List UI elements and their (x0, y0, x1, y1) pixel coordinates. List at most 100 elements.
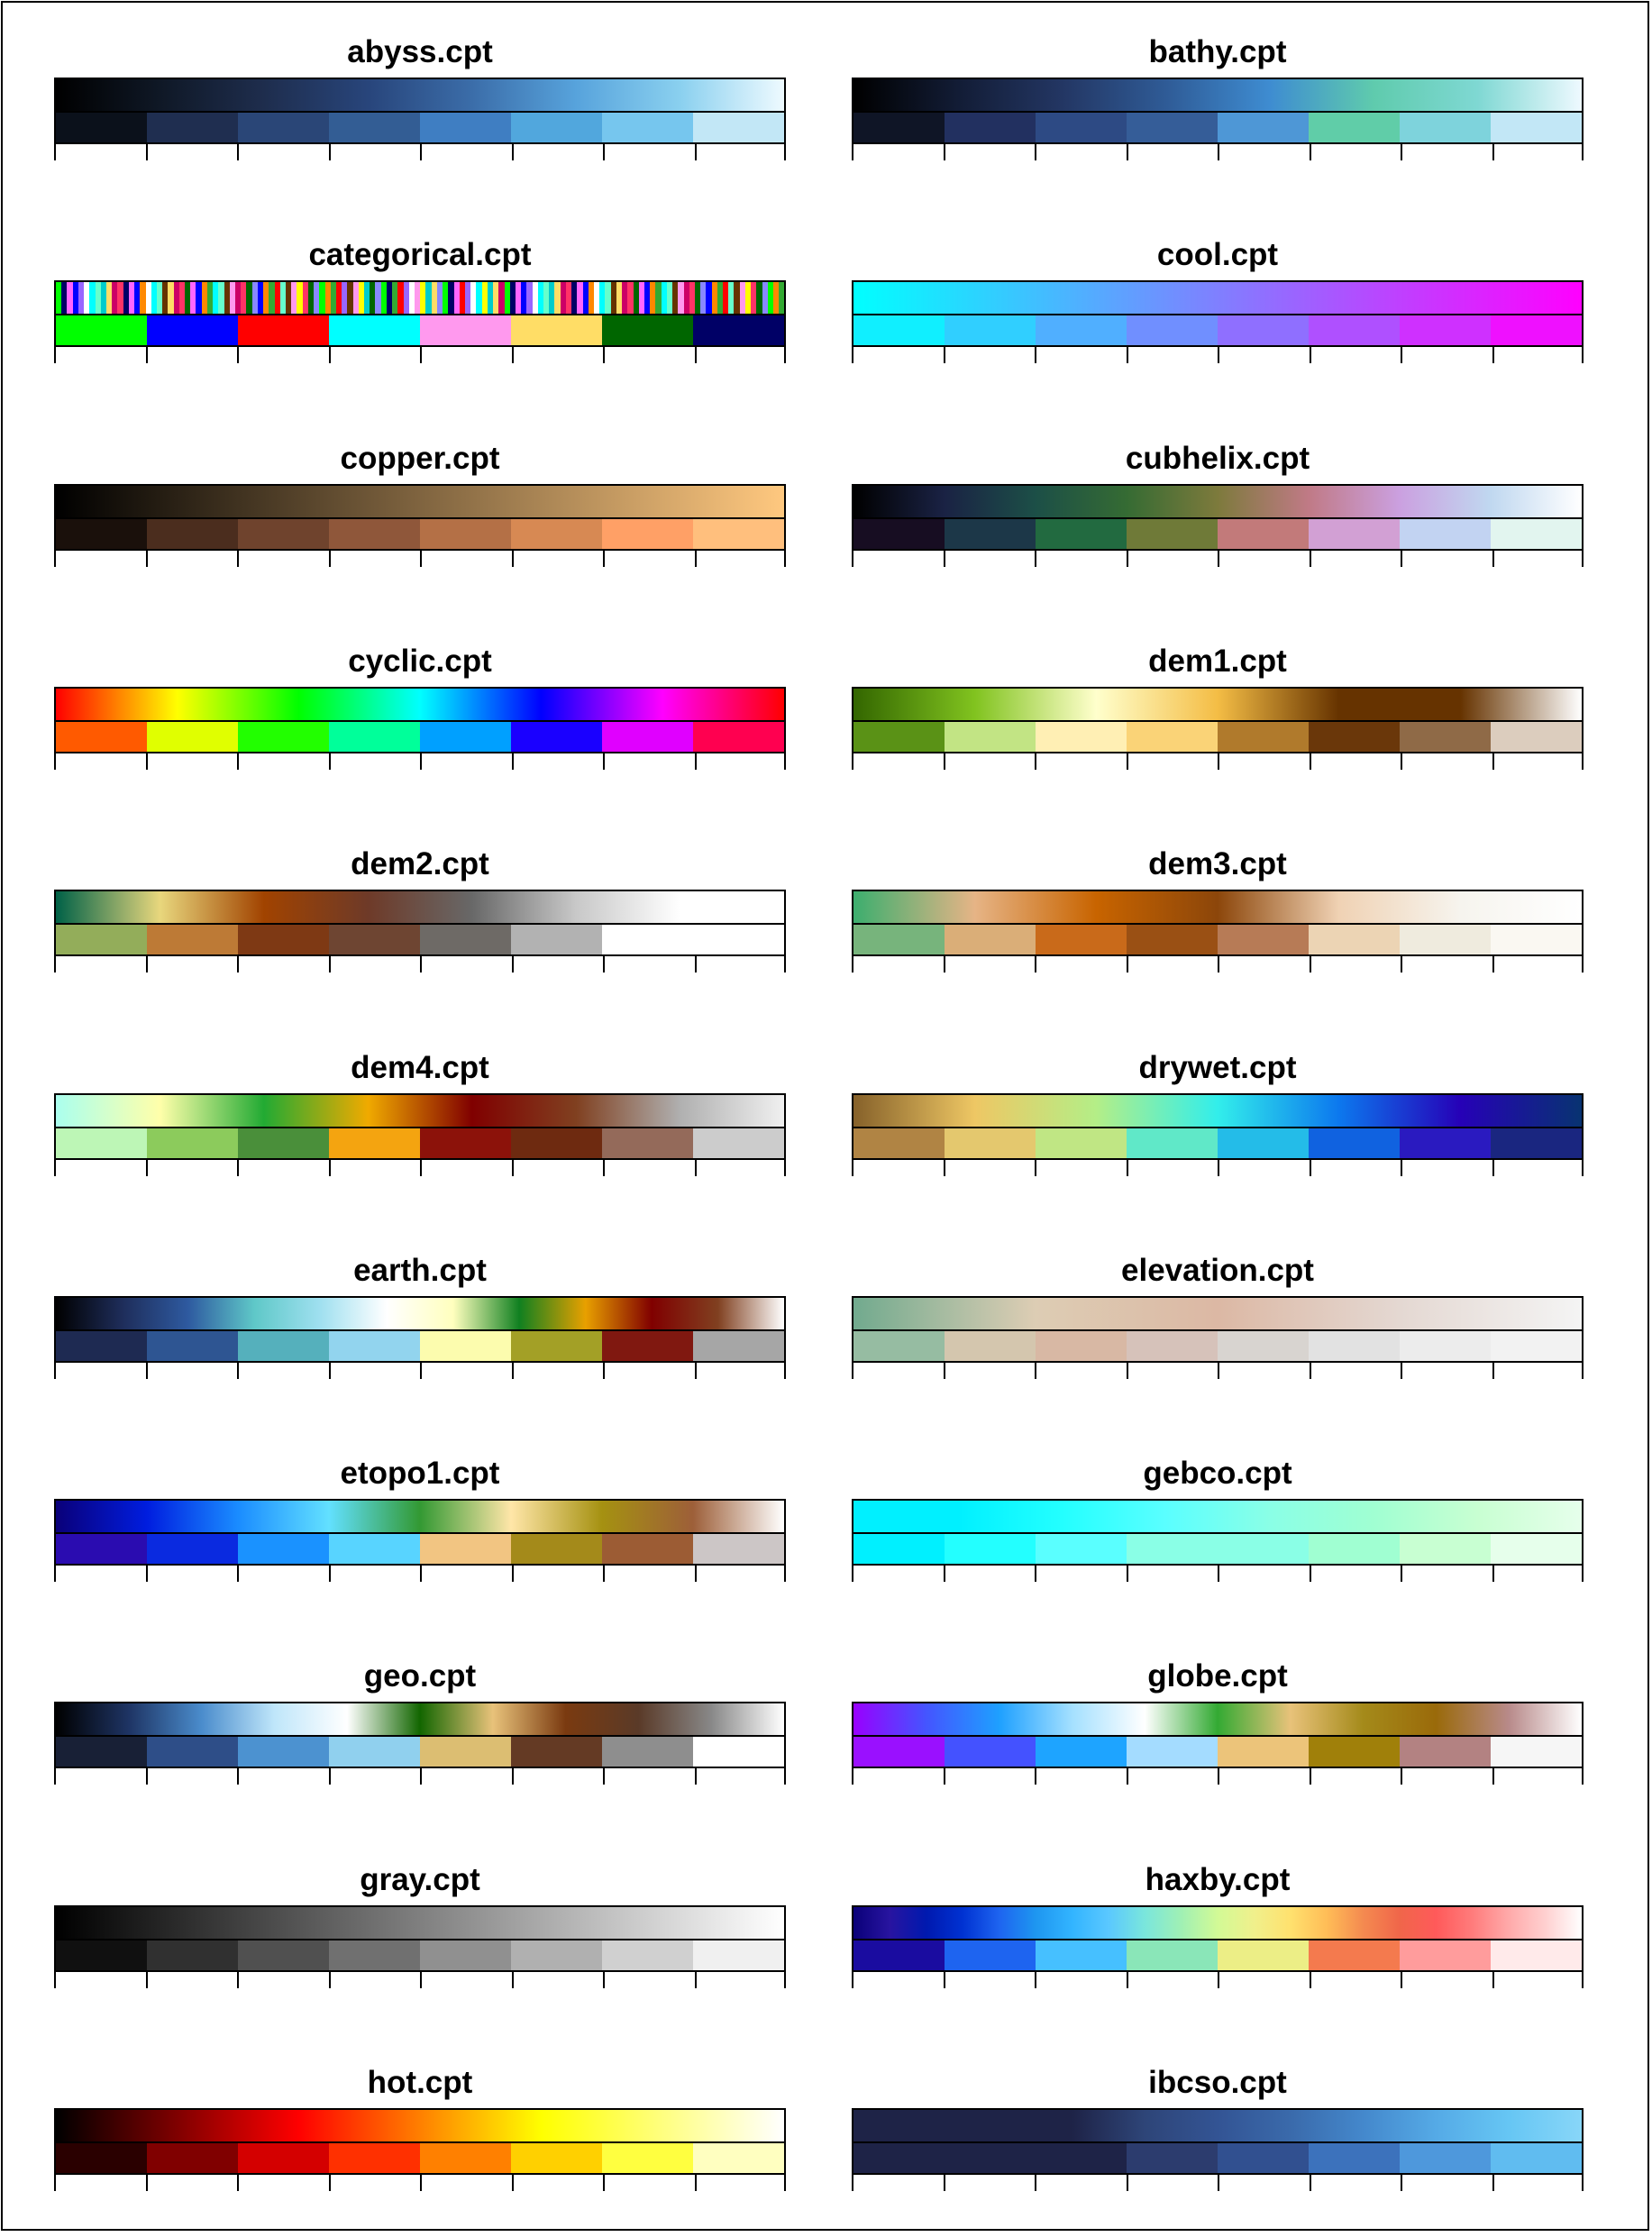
tick-mark (852, 144, 853, 160)
tick-mark (784, 550, 786, 567)
tick-mark (1309, 956, 1311, 973)
continuous-colorbar (853, 1703, 1582, 1736)
tick-mark (145, 956, 148, 973)
colormap-panel: cool.cpt (852, 206, 1584, 409)
color-stripe (779, 282, 784, 315)
tick-marks (54, 753, 786, 770)
tick-mark (237, 753, 239, 770)
tick-mark (1309, 1159, 1311, 1176)
tick-mark (694, 2175, 697, 2191)
continuous-colorbar (56, 485, 784, 517)
color-swatch (853, 925, 945, 955)
color-swatch (147, 2143, 238, 2173)
color-swatch (1218, 1330, 1309, 1361)
color-stripe (279, 282, 286, 315)
color-stripe (650, 282, 656, 315)
colorbar (54, 483, 786, 551)
color-stripe (599, 282, 606, 315)
tick-mark (852, 550, 853, 567)
color-swatch (1127, 113, 1218, 142)
color-stripe (358, 282, 365, 315)
tick-mark (1401, 347, 1402, 364)
color-swatch (238, 1330, 329, 1361)
color-swatch (602, 1128, 693, 1158)
color-swatch (945, 1330, 1036, 1361)
colormap-panel: dem4.cpt (54, 1019, 786, 1222)
color-swatch (1218, 925, 1309, 955)
tick-mark (511, 1971, 514, 1988)
color-stripe (72, 282, 78, 315)
color-swatch (853, 315, 945, 346)
tick-mark (1218, 753, 1219, 770)
color-swatch (329, 1534, 420, 1565)
tick-mark (1401, 2175, 1402, 2191)
tick-mark (328, 1768, 331, 1785)
color-stripe (734, 282, 740, 315)
color-stripe (145, 282, 151, 315)
color-swatch (56, 2143, 147, 2173)
discrete-colorbar (853, 1940, 1582, 1970)
color-swatch (420, 1940, 511, 1970)
tick-mark (852, 956, 853, 973)
tick-mark (1309, 1768, 1311, 1785)
color-swatch (602, 1737, 693, 1767)
color-stripe (532, 282, 538, 315)
tick-mark (1401, 1362, 1402, 1379)
color-swatch (1400, 925, 1491, 955)
colormap-title: cyclic.cpt (348, 643, 492, 679)
color-swatch (945, 113, 1036, 142)
tick-marks (54, 1362, 786, 1379)
color-swatch (56, 1128, 147, 1158)
tick-mark (1309, 2175, 1311, 2191)
continuous-colorbar (853, 485, 1582, 517)
color-swatch (1036, 1128, 1127, 1158)
colorbar (852, 1904, 1584, 1972)
color-stripe (543, 282, 550, 315)
color-stripe (594, 282, 600, 315)
tick-mark (420, 2175, 422, 2191)
tick-mark (603, 1971, 605, 1988)
color-swatch (420, 113, 511, 142)
tick-marks (852, 1362, 1584, 1379)
tick-mark (1035, 1566, 1036, 1583)
color-swatch (1491, 518, 1582, 549)
tick-mark (1218, 1159, 1219, 1176)
tick-mark (1218, 144, 1219, 160)
color-stripe (537, 282, 544, 315)
tick-mark (145, 2175, 148, 2191)
tick-mark (694, 1566, 697, 1583)
tick-mark (237, 2175, 239, 2191)
color-stripe (571, 282, 578, 315)
color-swatch (1127, 315, 1218, 346)
colormap-panel: cubhelix.cpt (852, 410, 1584, 613)
tick-mark (1218, 2175, 1219, 2191)
tick-mark (1401, 1159, 1402, 1176)
color-swatch (1309, 1128, 1400, 1158)
color-swatch (853, 1128, 945, 1158)
continuous-colorbar (56, 891, 784, 924)
color-swatch (238, 315, 329, 346)
tick-mark (1582, 956, 1584, 973)
color-swatch (1400, 1534, 1491, 1565)
color-stripe (622, 282, 628, 315)
tick-mark (1582, 1362, 1584, 1379)
colorbar (852, 686, 1584, 753)
colorbar-divider (853, 111, 1582, 113)
color-stripe (218, 282, 224, 315)
color-stripe (285, 282, 292, 315)
tick-mark (694, 753, 697, 770)
tick-mark (1401, 1566, 1402, 1583)
colorbar (54, 280, 786, 348)
tick-mark (328, 144, 331, 160)
color-swatch (511, 721, 602, 752)
tick-mark (54, 347, 56, 364)
color-swatch (1400, 1128, 1491, 1158)
color-swatch (420, 315, 511, 346)
tick-mark (852, 1566, 853, 1583)
color-stripe (156, 282, 163, 315)
color-swatch (602, 1330, 693, 1361)
color-swatch (1127, 1534, 1218, 1565)
color-swatch (602, 1940, 693, 1970)
tick-marks (54, 1971, 786, 1988)
tick-marks (852, 753, 1584, 770)
